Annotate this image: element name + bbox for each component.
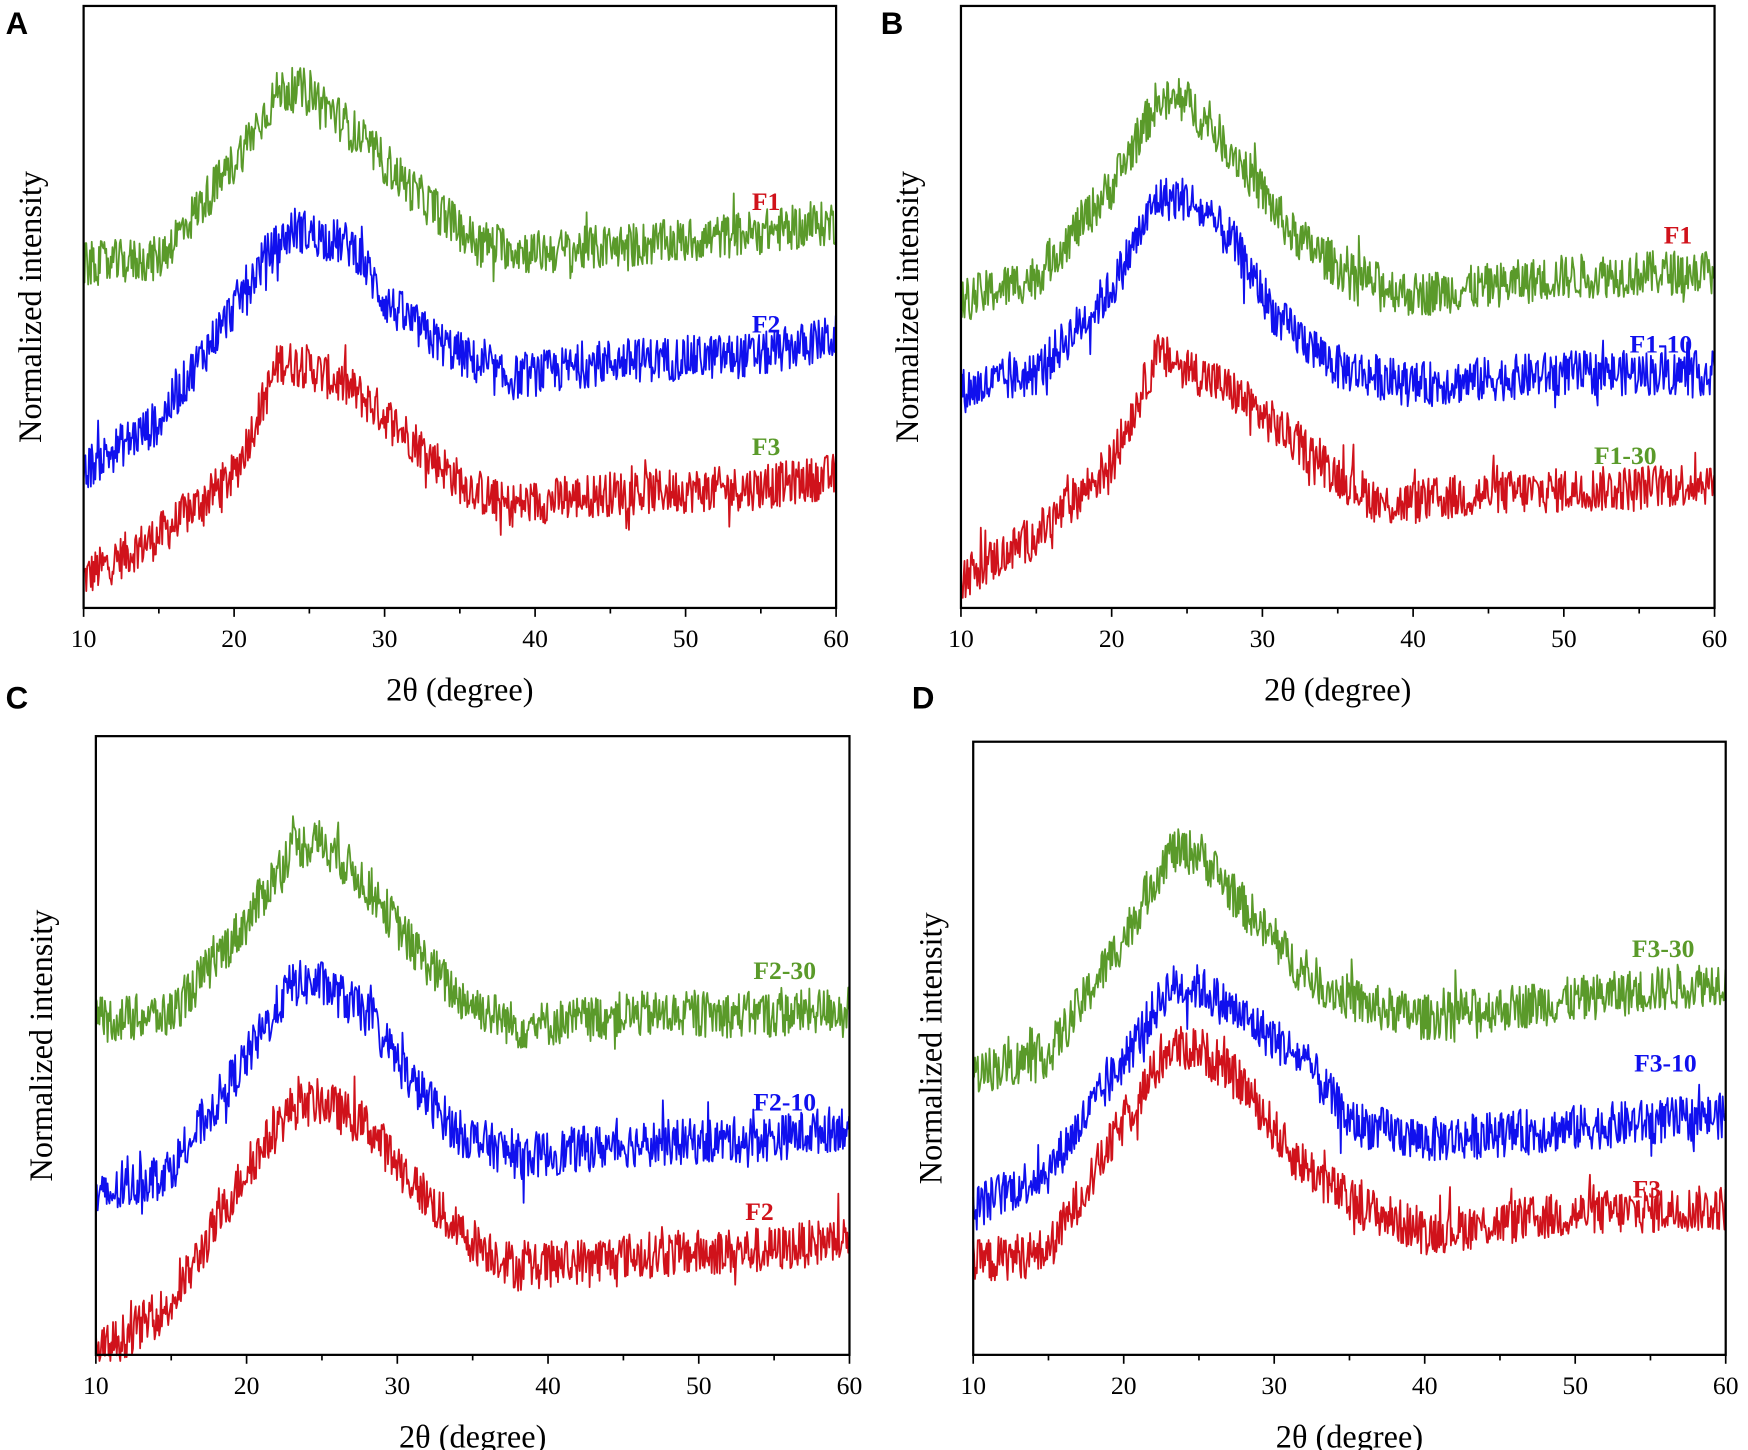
series-line-F1 (960, 334, 1716, 599)
series-line-F2 (82, 207, 837, 489)
x-tick-label: 40 (522, 624, 548, 653)
panel-letter: C (6, 680, 29, 715)
series-label: F3 (1633, 1175, 1661, 1204)
series-line-F2 (94, 1075, 851, 1362)
y-axis-label: Normalized intensity (889, 170, 925, 443)
series-label: F1-10 (1630, 330, 1693, 359)
x-tick-label: 40 (1400, 624, 1426, 653)
x-tick-label: 60 (823, 624, 849, 653)
x-tick-label: 30 (1261, 1371, 1287, 1400)
x-tick-label: 20 (1111, 1371, 1137, 1400)
x-tick-label: 10 (948, 624, 974, 653)
series-label: F3 (752, 432, 780, 461)
panel-letter: D (912, 680, 935, 715)
series-line-F2-30 (95, 815, 851, 1050)
x-tick-label: 20 (234, 1371, 260, 1400)
x-tick-label: 60 (1713, 1371, 1739, 1400)
panel-C: F2 F2-10 F2-30 10 20 30 40 50 60 2θ (degree) Norma… (6, 680, 863, 1450)
panel-D: F3 F3-10 F3-30 10 20 30 40 50 60 2θ (degree) Norma… (912, 680, 1739, 1450)
y-axis-label: Normalized intensity (23, 909, 59, 1182)
series-label: F2-30 (753, 956, 816, 985)
x-tick-label: 20 (1099, 624, 1125, 653)
series-line-F3-30 (972, 828, 1727, 1093)
x-tick-label: 10 (960, 1371, 986, 1400)
panel-letter: A (6, 6, 29, 41)
series-line-F1-30 (960, 77, 1715, 321)
x-axis-label: 2θ (degree) (386, 671, 533, 707)
plot-frame (972, 740, 1727, 1356)
series-line-F3 (972, 1025, 1727, 1282)
x-tick-label: 40 (1412, 1371, 1438, 1400)
series-label: F2 (745, 1197, 773, 1226)
x-axis-label: 2θ (degree) (1264, 671, 1411, 707)
series-line-F3-10 (972, 964, 1727, 1231)
x-tick-label: 60 (1702, 624, 1728, 653)
series-line-F3 (82, 66, 837, 286)
x-tick-label: 10 (71, 624, 97, 653)
x-tick-label: 20 (221, 624, 247, 653)
y-axis-label: Normalized intensity (12, 170, 48, 443)
x-tick-label: 50 (686, 1371, 712, 1400)
x-axis-label: 2θ (degree) (399, 1418, 546, 1450)
x-tick-label: 50 (1551, 624, 1577, 653)
series-label: F2 (752, 310, 780, 339)
x-tick-label: 30 (385, 1371, 411, 1400)
x-tick-label: 40 (535, 1371, 561, 1400)
panel-B: F1 F1-10 F1-30 10 20 30 40 50 60 2θ (degree) Norma… (881, 4, 1728, 707)
y-axis-label: Normalized intensity (913, 912, 949, 1185)
x-tick-label: 50 (1562, 1371, 1588, 1400)
series-label: F1 (1664, 220, 1692, 249)
x-tick-label: 60 (837, 1371, 863, 1400)
panel-letter: B (881, 6, 904, 41)
series-label: F3-30 (1632, 934, 1695, 963)
x-tick-label: 30 (372, 624, 398, 653)
x-tick-label: 10 (83, 1371, 109, 1400)
plot-frame (82, 4, 838, 610)
series-line-F2-10 (94, 959, 851, 1215)
x-axis-label: 2θ (degree) (1276, 1418, 1423, 1450)
x-tick-label: 50 (673, 624, 699, 653)
series-line-F1 (83, 343, 837, 593)
x-tick-label: 30 (1250, 624, 1276, 653)
series-label: F3-10 (1634, 1049, 1697, 1078)
plot-frame (959, 4, 1716, 610)
series-label: F2-10 (753, 1088, 816, 1117)
series-label: F1-30 (1594, 441, 1657, 470)
series-line-F1-10 (960, 177, 1716, 414)
